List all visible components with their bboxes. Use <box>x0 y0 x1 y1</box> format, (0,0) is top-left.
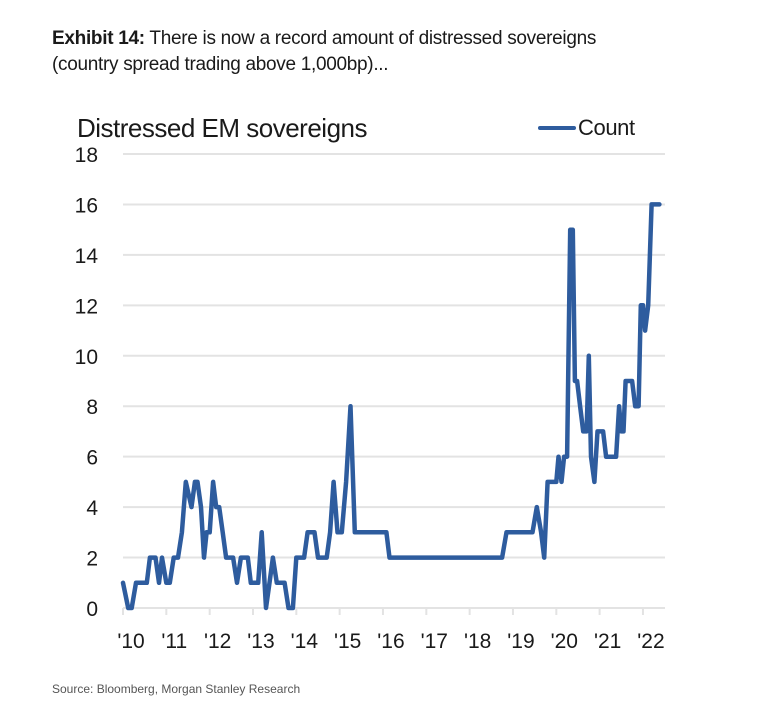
x-tick-label: '12 <box>204 630 231 653</box>
x-tick-label: '21 <box>594 630 621 653</box>
y-tick-label: 18 <box>75 144 98 167</box>
x-tick-label: '11 <box>161 630 187 653</box>
exhibit-label: Exhibit 14: <box>52 28 145 49</box>
y-tick-label: 16 <box>75 194 98 217</box>
y-tick-label: 8 <box>86 396 98 419</box>
x-tick-label: '16 <box>377 630 404 653</box>
y-tick-label: 4 <box>86 497 98 520</box>
x-tick-label: '13 <box>247 630 274 653</box>
y-tick-label: 10 <box>75 346 98 369</box>
legend-label-count: Count <box>578 115 635 140</box>
y-tick-label: 0 <box>86 598 98 621</box>
y-tick-label: 14 <box>75 245 99 268</box>
legend: Count <box>538 115 635 141</box>
x-tick-label: '18 <box>464 630 491 653</box>
exhibit-caption: Exhibit 14: There is now a record amount… <box>52 26 752 78</box>
x-tick-label: '20 <box>551 630 578 653</box>
exhibit-text-line2: (country spread trading above 1,000bp)..… <box>52 54 389 75</box>
x-tick-label: '19 <box>507 630 534 653</box>
x-tick-label: '14 <box>291 630 319 653</box>
series-layer <box>120 202 662 611</box>
y-tick-label: 2 <box>86 548 98 571</box>
x-tick-label: '15 <box>334 630 361 653</box>
source-note: Source: Bloomberg, Morgan Stanley Resear… <box>52 682 301 696</box>
x-tick-label: '22 <box>637 630 664 653</box>
legend-swatch-count <box>538 126 576 130</box>
y-axis-labels: 0 2 4 6 8 10 12 14 16 18 <box>75 144 99 621</box>
y-tick-label: 12 <box>75 295 98 318</box>
x-tick-label: '17 <box>421 630 448 653</box>
exhibit-text: There is now a record amount of distress… <box>144 28 597 49</box>
series-line-count <box>120 202 662 611</box>
chart-title: Distressed EM sovereigns <box>77 113 368 143</box>
x-axis: '10 '11 '12 '13 '14 '15 '16 '17 '18 '19 '20 '21 '22 <box>117 607 665 653</box>
y-tick-label: 6 <box>86 447 98 470</box>
x-tick-label: '10 <box>117 630 144 653</box>
